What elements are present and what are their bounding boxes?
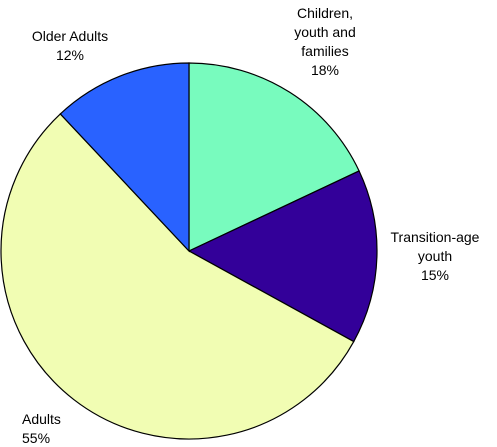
slice-percent-label: 12% <box>56 47 84 63</box>
slice-label-adults: Adults 55% <box>22 411 61 446</box>
slice-label-children-youth-and-families: Children, youth and families 18% <box>294 5 356 78</box>
slice-name-line: Children, <box>297 5 353 21</box>
slice-name-line: Transition-age <box>391 229 480 245</box>
slice-percent-label: 15% <box>421 267 449 283</box>
pie-slice-children-youth-and-families <box>188 62 360 252</box>
slice-percent-label: 55% <box>22 430 50 446</box>
pie-slice-adults <box>0 113 355 440</box>
slice-name-line: families <box>301 43 348 59</box>
slice-name-line: youth <box>418 248 452 264</box>
slice-percent-label: 18% <box>311 62 339 78</box>
pie-labels: Children, youth and families 18% Transition-… <box>22 5 480 446</box>
pie-slices <box>0 62 378 440</box>
slice-label-older-adults: Older Adults 12% <box>32 28 108 63</box>
slice-label-transition-age-youth: Transition-age youth 15% <box>391 229 480 283</box>
slice-name-line: Adults <box>22 411 61 427</box>
slice-name-line: youth and <box>294 24 356 40</box>
slice-name-line: Older Adults <box>32 28 108 44</box>
pie-slice-older-adults <box>59 62 190 253</box>
pie-slice-transition-age-youth <box>187 170 378 343</box>
